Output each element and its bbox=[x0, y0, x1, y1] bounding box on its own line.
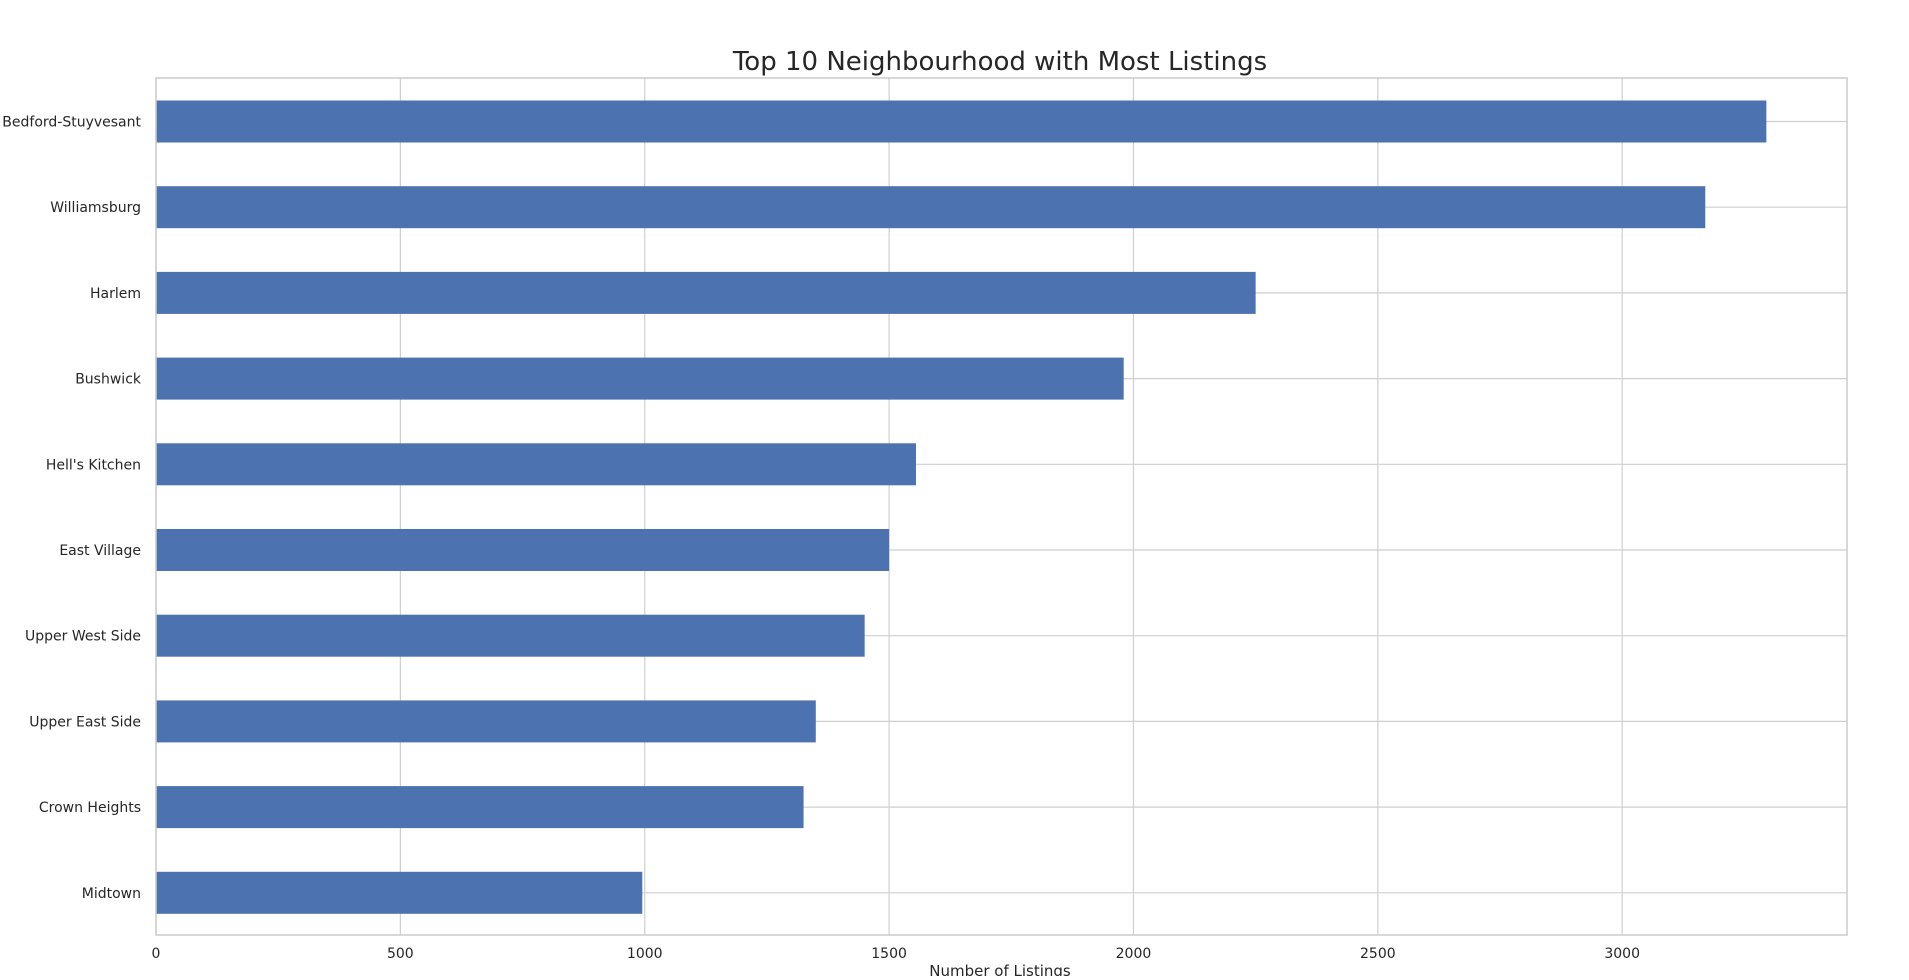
x-tick-label: 2000 bbox=[1116, 946, 1152, 962]
bar bbox=[156, 786, 804, 829]
bar bbox=[156, 614, 865, 657]
chart-title: Top 10 Neighbourhood with Most Listings bbox=[732, 47, 1267, 77]
bar-layer bbox=[156, 100, 1767, 914]
y-tick-label: Hell's Kitchen bbox=[46, 457, 141, 473]
bar bbox=[156, 186, 1706, 229]
plot-frame bbox=[155, 77, 1848, 936]
y-tick-label: Bushwick bbox=[75, 372, 142, 388]
x-tick-label: 1000 bbox=[627, 946, 663, 962]
y-tick-label: East Village bbox=[59, 543, 141, 559]
y-tick-label: Harlem bbox=[90, 286, 141, 302]
y-tick-label: Crown Heights bbox=[39, 800, 141, 816]
bar bbox=[156, 357, 1124, 400]
y-tick-label: Upper West Side bbox=[25, 629, 141, 645]
x-tick-label: 2500 bbox=[1360, 946, 1396, 962]
y-tick-labels: Bedford-Stuyvesant Williamsburg Harlem Bush… bbox=[2, 115, 142, 902]
x-tick-label: 500 bbox=[387, 946, 414, 962]
x-tick-labels: 0 500 1000 1500 2000 2500 3000 bbox=[152, 946, 1640, 962]
bar bbox=[156, 529, 890, 571]
bar bbox=[156, 443, 916, 486]
bar bbox=[156, 271, 1256, 314]
y-tick-label: Upper East Side bbox=[29, 714, 141, 730]
y-tick-label: Williamsburg bbox=[50, 200, 141, 216]
y-tick-label: Bedford-Stuyvesant bbox=[2, 115, 141, 131]
x-axis-label: Number of Listings bbox=[929, 962, 1071, 976]
y-tick-label: Midtown bbox=[82, 886, 141, 902]
bar bbox=[156, 100, 1767, 143]
x-tick-label: 3000 bbox=[1604, 946, 1640, 962]
bar bbox=[156, 700, 816, 743]
bar bbox=[156, 871, 643, 914]
x-tick-label: 1500 bbox=[871, 946, 907, 962]
x-tick-label: 0 bbox=[152, 946, 161, 962]
